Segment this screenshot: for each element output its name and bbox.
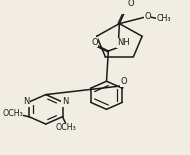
Text: O: O [91,38,98,46]
Text: O: O [121,77,128,86]
Text: NH: NH [117,38,129,47]
Text: N: N [62,97,68,106]
Text: OCH₃: OCH₃ [2,109,23,118]
Text: O: O [144,12,151,21]
Text: CH₃: CH₃ [156,14,171,23]
Text: O: O [127,0,134,8]
Text: OCH₃: OCH₃ [56,124,77,133]
Text: N: N [23,97,30,106]
